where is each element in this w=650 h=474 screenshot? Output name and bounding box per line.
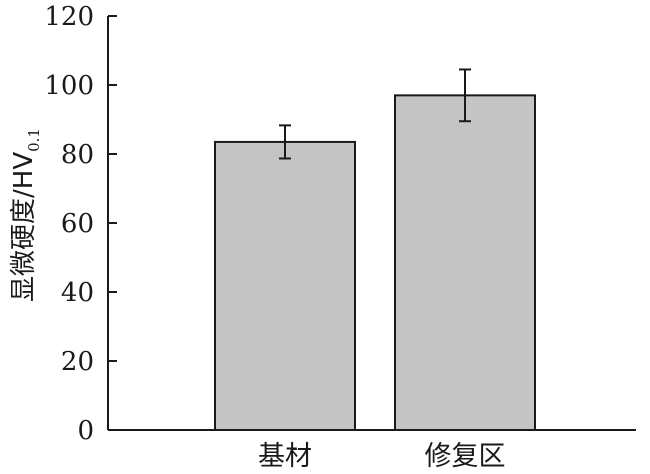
y-ticks: 0 20 40 60 80 100 120 [44,2,117,446]
y-tick-label: 60 [61,209,94,239]
y-tick-label: 40 [61,278,94,308]
x-tick-labels: 基材 修复区 [258,441,506,472]
y-tick-label: 80 [61,140,94,170]
bar-1 [214,140,356,432]
y-tick-label: 20 [61,347,94,377]
y-axis-title: 显微硬度/HV0.1 [9,128,43,302]
y-tick-label: 100 [44,71,94,101]
bar-2 [394,94,536,431]
x-tick-label: 修复区 [425,441,506,472]
y-axis-title-main: 显微硬度/HV [9,152,39,302]
axes [107,16,636,431]
bars [214,68,536,432]
y-tick-label: 0 [77,416,94,446]
y-tick-label: 120 [44,2,94,32]
x-tick-label: 基材 [258,441,312,472]
y-axis-title-subscript: 0.1 [25,128,43,152]
